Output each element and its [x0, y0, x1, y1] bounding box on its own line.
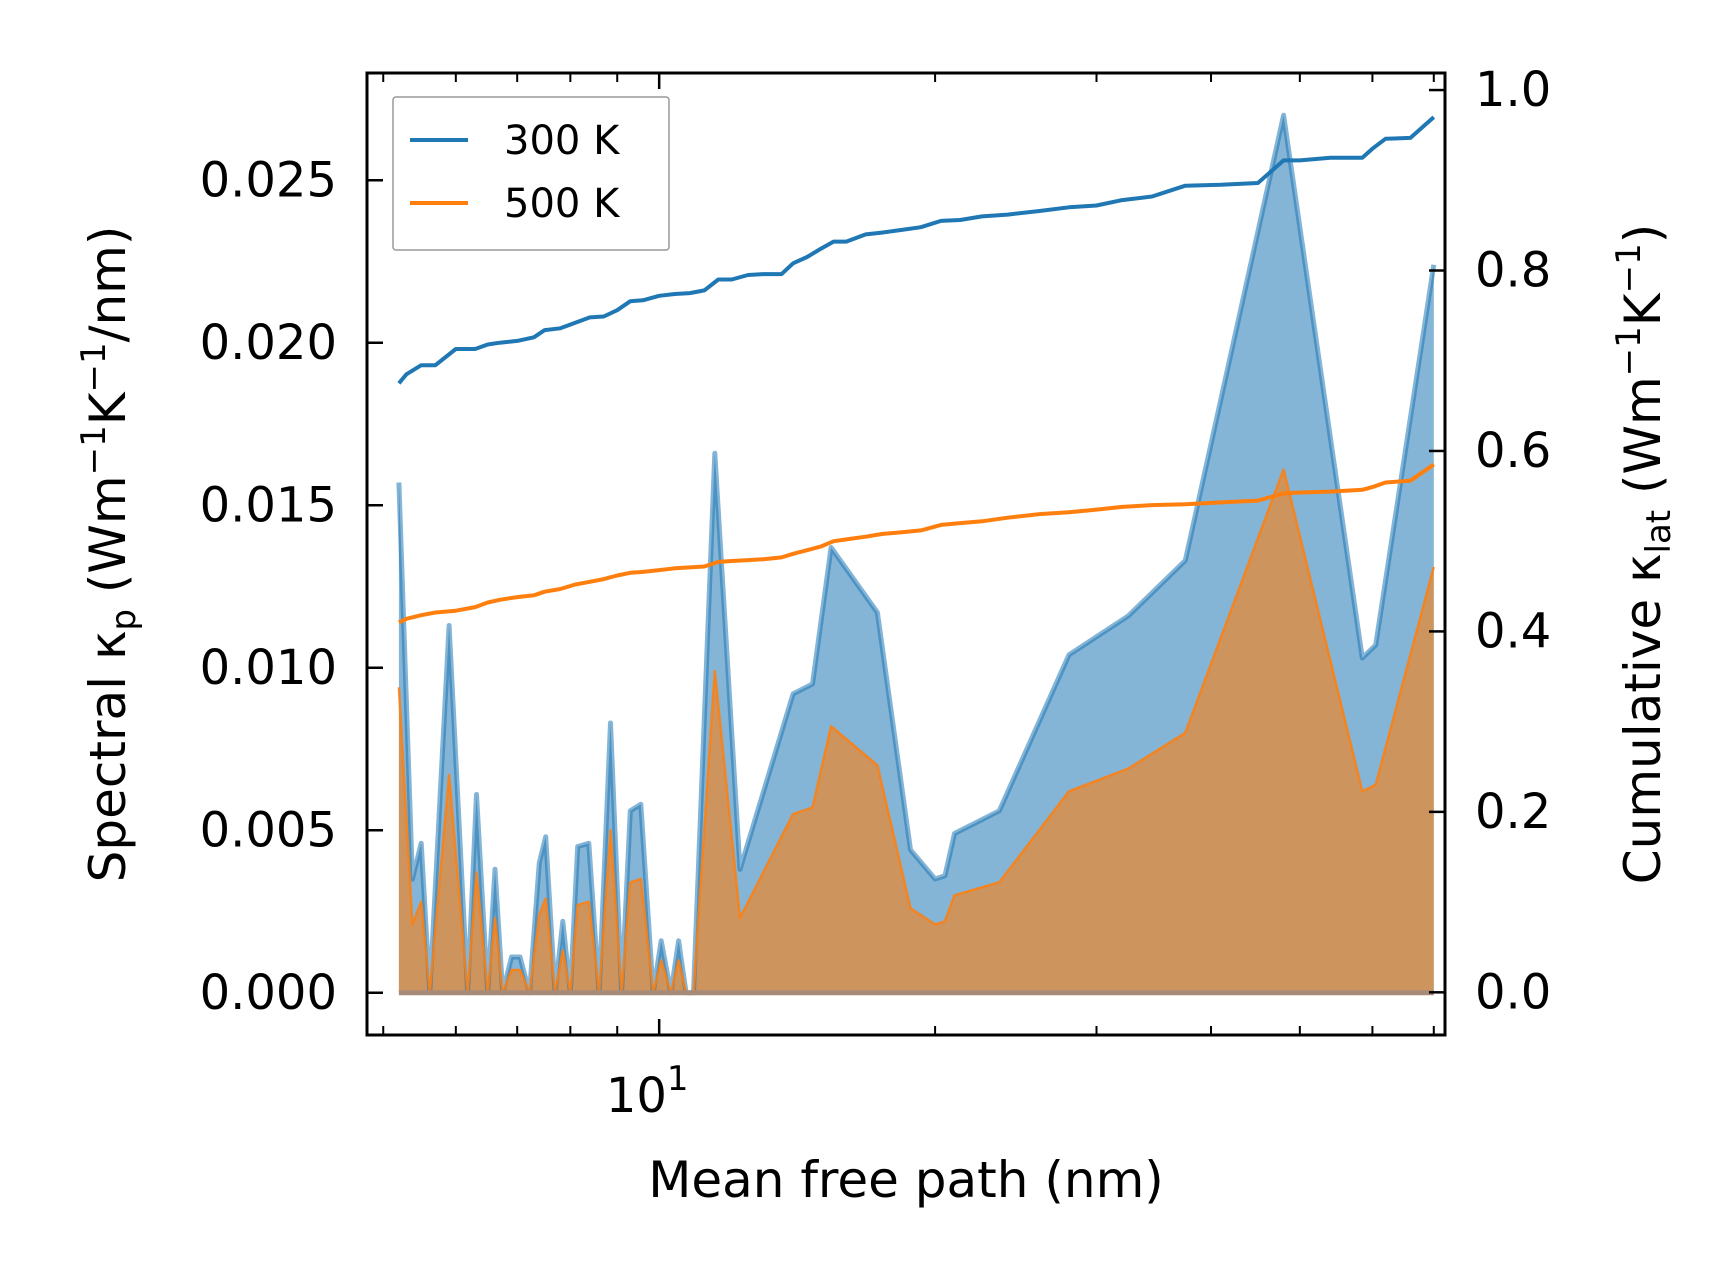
y-axis-label-right-sub: lat [1639, 510, 1679, 554]
legend-label-300k: 300 K [504, 118, 621, 164]
legend-box [392, 96, 670, 251]
cumulative-line-500k [398, 462, 1435, 625]
y-axis-label-right-main: Cumulative κ [1614, 554, 1672, 885]
y-tick-label-right: 1.0 [1475, 62, 1551, 118]
y-tick-label-right: 0.2 [1475, 784, 1551, 840]
spectral-line-300k [396, 112, 1437, 996]
y-axis-label-right: Cumulative κlat (Wm−1K−1) [1609, 224, 1679, 885]
x-tick-label: 101 [606, 1059, 689, 1124]
spectral-fill-500k [398, 469, 1434, 993]
y-tick-label-left: 0.025 [200, 152, 337, 208]
plot-area [396, 112, 1437, 996]
cumulative-line-300k [397, 115, 1436, 385]
y-axis-label-left-sub: p [104, 609, 144, 631]
spectral-line-500k [397, 468, 1436, 995]
x-axis-label: Mean free path (nm) [648, 1151, 1164, 1209]
y-tick-label-left: 0.010 [200, 640, 337, 696]
legend-label-500k: 500 K [504, 181, 621, 227]
y-tick-label-left: 0.015 [200, 477, 337, 533]
y-tick-label-right: 0.8 [1475, 243, 1551, 299]
y-tick-label-right: 0.6 [1475, 423, 1551, 479]
y-tick-label-left: 0.020 [200, 315, 337, 371]
y-tick-label-left: 0.005 [200, 802, 337, 858]
y-axis-label-left: Spectral κp (Wm−1K−1/nm) [74, 226, 144, 883]
legend: 300 K 500 K [392, 96, 670, 251]
y-tick-label-right: 0.0 [1475, 964, 1551, 1020]
axes-frame [365, 71, 1447, 1037]
y-axis-label-left-main: Spectral κ [79, 631, 137, 883]
y-tick-label-left: 0.000 [200, 965, 337, 1021]
y-tick-label-right: 0.4 [1475, 603, 1551, 659]
